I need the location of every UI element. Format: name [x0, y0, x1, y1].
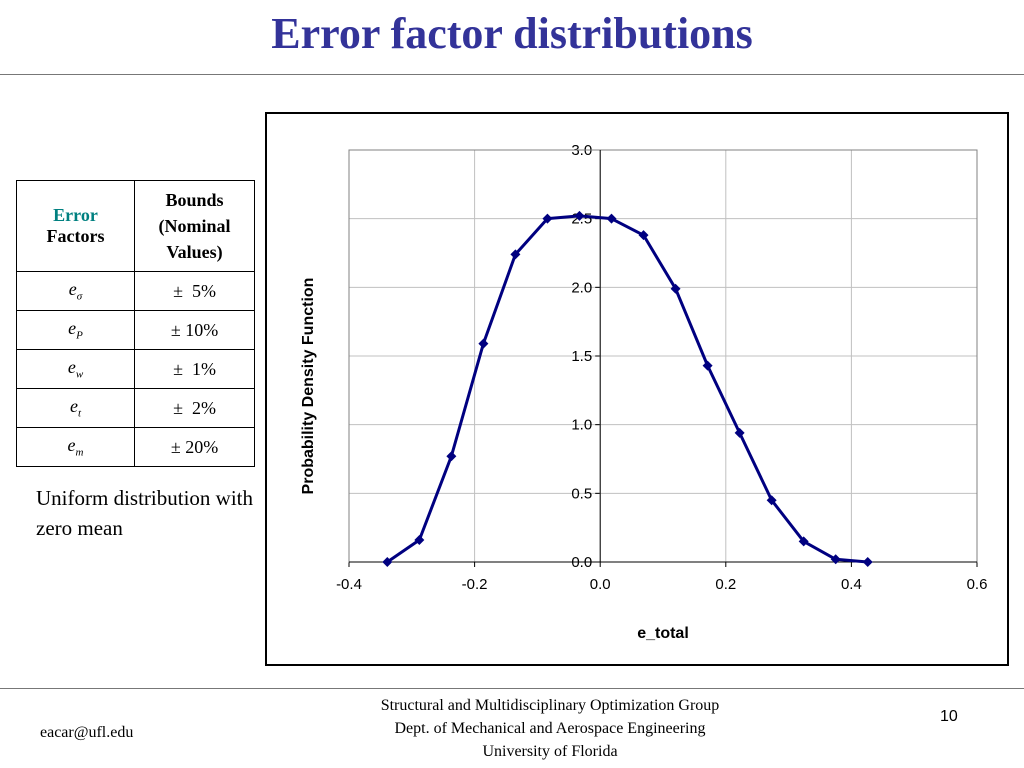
data-point-marker [670, 283, 681, 294]
bound-cell: ± 2% [134, 388, 255, 428]
header-error-word: Error [53, 205, 98, 225]
header-error-factors: Error Factors [16, 180, 135, 272]
table-row: et ± 2% [16, 388, 255, 428]
pdf-chart: 0.0 0.5 1.0 1.5 2.0 2.5 3.0 -0.4 -0.2 0.0 0.2 0.4 0.… [265, 112, 1009, 666]
factor-cell: et [16, 388, 135, 428]
factor-subscript: w [75, 368, 84, 381]
header-bounds: Bounds (Nominal Values) [134, 180, 255, 272]
footer-line-1: Structural and Multidisciplinary Optimiz… [380, 697, 720, 714]
table-row: em ± 20% [16, 427, 255, 467]
x-tick-label: -0.2 [462, 576, 488, 593]
data-point-marker [734, 427, 745, 438]
factor-cell: eσ [16, 271, 135, 311]
factor-symbol: e [68, 279, 77, 300]
bound-cell: ± 5% [134, 271, 255, 311]
y-tick-label: 2.0 [571, 279, 592, 296]
distribution-note: Uniform distribution with zero mean [36, 486, 253, 540]
data-point-marker [830, 554, 841, 565]
footer-line-2: Dept. of Mechanical and Aerospace Engine… [394, 720, 706, 737]
header-bounds-text: Bounds (Nominal Values) [158, 190, 231, 262]
table-row: eP ± 10% [16, 310, 255, 350]
y-tick-label: 1.0 [571, 417, 592, 434]
data-point-marker [606, 213, 617, 224]
factor-subscript: m [75, 446, 84, 459]
y-tick-label: 1.5 [571, 348, 592, 365]
footer-line-3: University of Florida [482, 743, 618, 760]
x-tick-label: 0.2 [715, 576, 736, 593]
data-point-marker [798, 536, 809, 547]
factor-symbol: e [68, 318, 77, 339]
factor-symbol: e [67, 357, 76, 378]
footer-affiliation: Structural and Multidisciplinary Optimiz… [300, 694, 800, 763]
data-point-marker [510, 249, 521, 260]
title-divider [0, 74, 1024, 75]
x-tick-label: 0.4 [841, 576, 862, 593]
bound-cell: ± 1% [134, 349, 255, 389]
x-axis-title: e_total [637, 625, 689, 642]
x-tick-label: -0.4 [336, 576, 362, 593]
data-point-marker [478, 338, 489, 349]
factor-subscript: P [76, 329, 83, 342]
x-tick-label: 0.0 [590, 576, 611, 593]
x-tick-label: 0.6 [967, 576, 988, 593]
error-bounds-table: Error Factors Bounds (Nominal Values) eσ… [16, 180, 255, 467]
data-point-marker [638, 230, 649, 241]
table-row: eσ ± 5% [16, 271, 255, 311]
factor-symbol: e [69, 396, 78, 417]
table-header-row: Error Factors Bounds (Nominal Values) [16, 180, 255, 272]
data-point-marker [702, 360, 713, 371]
data-point-marker [766, 495, 777, 506]
factor-cell: eP [16, 310, 135, 350]
data-point-marker [862, 557, 873, 567]
page-number: 10 [940, 708, 958, 725]
data-point-marker [446, 451, 457, 462]
factor-subscript: t [77, 407, 82, 420]
footer-divider [0, 688, 1024, 689]
data-point-marker [414, 535, 425, 546]
series-line [386, 214, 868, 564]
factor-subscript: σ [76, 290, 83, 303]
factor-cell: em [16, 427, 135, 467]
chart-svg: 0.00.51.01.52.02.53.0-0.4 -0.2 0.0 0.2 0.4 0.… [300, 142, 988, 642]
table-row: ew ± 1% [16, 349, 255, 389]
slide-title: Error factor distributions [271, 9, 753, 58]
data-point-marker [574, 210, 585, 221]
factor-cell: ew [16, 349, 135, 389]
y-tick-label: 0.5 [571, 485, 592, 502]
bound-cell: ± 10% [134, 310, 255, 350]
data-point-marker [542, 213, 553, 224]
header-factors-word: Factors [46, 226, 105, 246]
data-point-marker [382, 557, 393, 567]
footer-email: eacar@ufl.edu [40, 724, 134, 741]
factor-symbol: e [67, 435, 76, 456]
y-axis-title: Probability Density Function [300, 278, 317, 495]
bound-cell: ± 20% [134, 427, 255, 467]
